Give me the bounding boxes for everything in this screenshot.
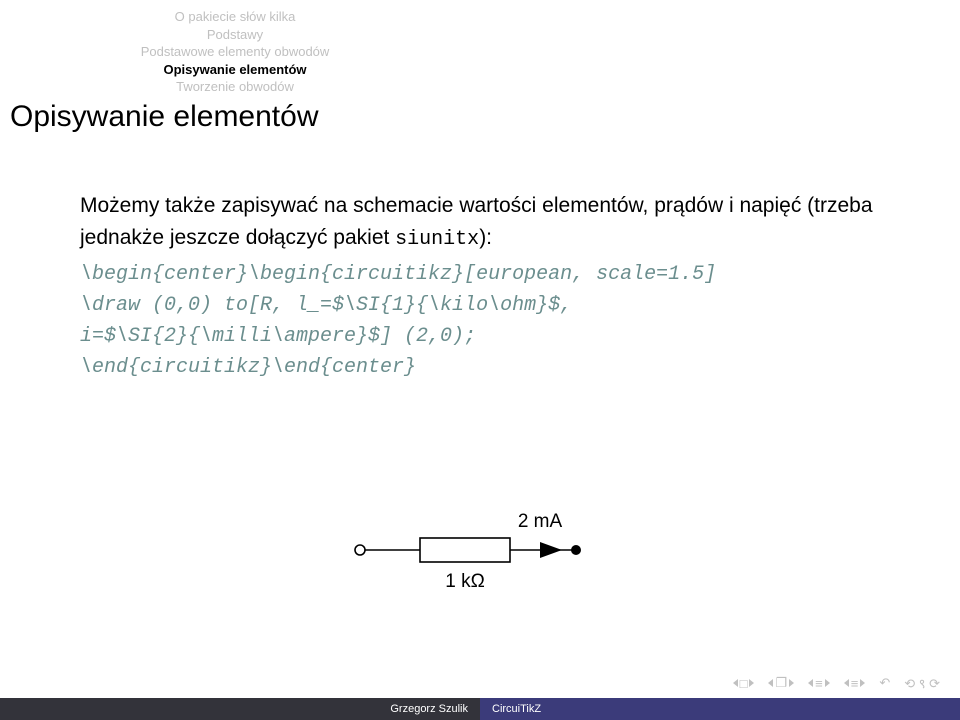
paragraph: Możemy także zapisywać na schemacie wart… (80, 190, 880, 255)
resistor-icon (420, 538, 510, 562)
breadcrumb-item: Podstawy (0, 26, 960, 44)
footer-author: Grzegorz Szulik (0, 698, 480, 720)
code-block: \begin{center}\begin{circuitikz}[europea… (80, 259, 880, 383)
terminal-open-icon (355, 545, 365, 555)
current-label: 2 mA (518, 511, 563, 532)
nav-icons: □ ❐ ≡ ≡ ↶ ⟲ ९ ⟳ (733, 674, 940, 692)
code-line: \draw (0,0) to[R, l_=$\SI{1}{\kilo\ohm}$… (80, 294, 572, 317)
current-arrow-icon (540, 542, 562, 558)
nav-frame-icon[interactable]: □ (733, 676, 755, 691)
para-tt: siunitx (395, 228, 479, 251)
resistor-label: 1 kΩ (445, 571, 485, 592)
circuit-diagram: 2 mA 1 kΩ (0, 495, 960, 610)
code-line: \end{circuitikz}\end{center} (80, 356, 416, 379)
terminal-filled-icon (571, 545, 581, 555)
breadcrumb: O pakiecie słów kilka Podstawy Podstawow… (0, 8, 960, 96)
nav-subsection-icon[interactable]: ❐ (768, 675, 794, 691)
para-post: ): (479, 226, 492, 249)
footer-title: CircuiTikZ (480, 698, 960, 720)
code-line: i=$\SI{2}{\milli\ampere}$] (2,0); (80, 325, 476, 348)
breadcrumb-item-active: Opisywanie elementów (0, 61, 960, 79)
slide-title: Opisywanie elementów (10, 100, 318, 134)
slide-body: Możemy także zapisywać na schemacie wart… (80, 190, 880, 383)
nav-part-icon[interactable]: ≡ (844, 676, 866, 691)
breadcrumb-item: O pakiecie słów kilka (0, 8, 960, 26)
nav-back-icon[interactable]: ↶ (879, 675, 890, 691)
breadcrumb-item: Podstawowe elementy obwodów (0, 43, 960, 61)
footer: Grzegorz Szulik CircuiTikZ (0, 698, 960, 720)
nav-loop-icon[interactable]: ⟲ ९ ⟳ (904, 674, 940, 692)
breadcrumb-item: Tworzenie obwodów (0, 78, 960, 96)
nav-section-icon[interactable]: ≡ (808, 676, 830, 691)
code-line: \begin{center}\begin{circuitikz}[europea… (80, 263, 716, 286)
